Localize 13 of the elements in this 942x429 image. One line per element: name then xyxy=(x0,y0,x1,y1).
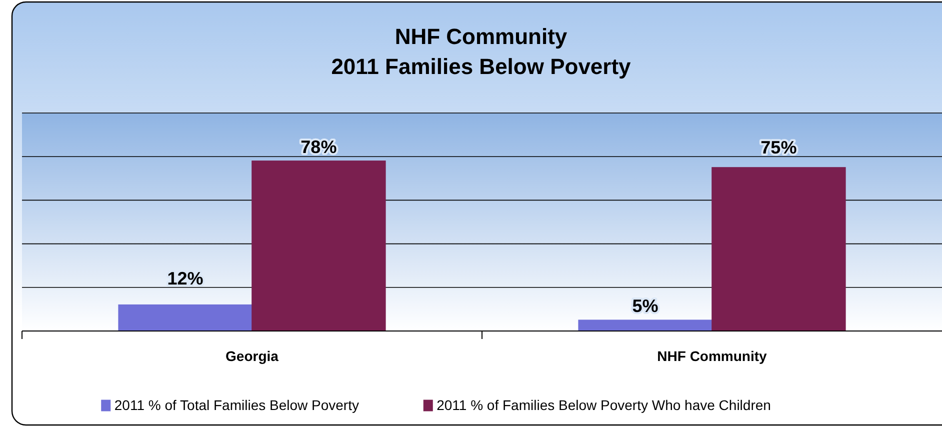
data-label: 78% xyxy=(300,136,337,157)
bar xyxy=(252,160,386,332)
bar xyxy=(712,167,846,332)
bar xyxy=(578,320,712,332)
chart-title: NHF Community 2011 Families Below Poverty xyxy=(331,24,632,79)
data-label: 5% xyxy=(632,296,658,316)
x-tick-label: Georgia xyxy=(226,348,279,364)
data-label: 12% xyxy=(167,268,204,288)
legend-label: 2011 % of Total Families Below Poverty xyxy=(114,397,360,413)
legend-label: 2011 % of Families Below Poverty Who have Children xyxy=(436,397,771,413)
bar xyxy=(118,304,252,332)
x-tick-label: NHF Community xyxy=(657,348,768,364)
data-label: 75% xyxy=(760,138,797,158)
